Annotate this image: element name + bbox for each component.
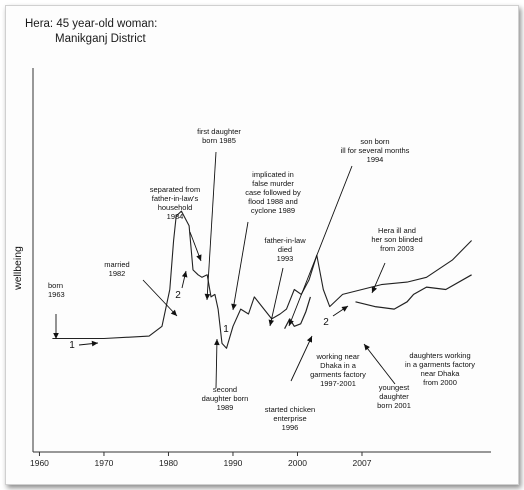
annotation-text: 1997-2001 bbox=[320, 379, 356, 388]
annotation-text: 1963 bbox=[48, 290, 65, 299]
secondary-line bbox=[284, 296, 311, 329]
secondary-line bbox=[355, 274, 472, 310]
annotation-arrowhead bbox=[214, 339, 220, 346]
annotation-arrowhead bbox=[231, 303, 237, 310]
annotation-arrowhead bbox=[371, 286, 377, 293]
annotation-text: first daughter bbox=[197, 127, 241, 136]
annotation-arrow bbox=[232, 221, 249, 311]
x-tick-label: 1970 bbox=[94, 458, 113, 468]
annotation-text: second bbox=[213, 385, 237, 394]
annotation-arrowhead bbox=[204, 293, 211, 300]
annotation-text: daughter born bbox=[202, 394, 249, 403]
annotation-arrow bbox=[269, 267, 284, 327]
life-history-chart: Hera: 45 year-old woman: Manikganj Distr… bbox=[12, 18, 491, 468]
x-tick-label: 1990 bbox=[224, 458, 243, 468]
annotation-text: started chicken bbox=[265, 405, 315, 414]
annotation-text: enterprise bbox=[273, 414, 306, 423]
x-tick-label: 1980 bbox=[159, 458, 178, 468]
annotation-text: household bbox=[158, 203, 193, 212]
step-label: 1 bbox=[223, 324, 229, 335]
annotation-text: from 2000 bbox=[423, 378, 457, 387]
annotation-text: born 1985 bbox=[202, 136, 236, 145]
annotation-arrow bbox=[215, 338, 218, 389]
annotation-text: son born bbox=[360, 137, 389, 146]
annotation-text: died bbox=[278, 245, 292, 254]
annotation-arrow bbox=[142, 279, 178, 317]
annotation: separated fromfather-in-law'shousehold19… bbox=[150, 185, 200, 221]
step-label: 1 bbox=[69, 340, 75, 351]
annotation-text: false murder bbox=[252, 179, 294, 188]
step-label: 2 bbox=[175, 290, 181, 301]
annotation-arrowhead bbox=[288, 319, 294, 326]
annotation-text: her son blinded bbox=[371, 235, 422, 244]
annotation-arrow bbox=[290, 335, 313, 382]
annotation-text: flood 1988 and bbox=[248, 197, 298, 206]
annotation-arrowhead bbox=[306, 336, 312, 343]
annotation-text: born bbox=[48, 281, 63, 290]
annotation-text: 1996 bbox=[282, 423, 299, 432]
annotation-arrowhead bbox=[170, 309, 177, 316]
annotation-arrow bbox=[288, 165, 353, 327]
annotation-arrowhead bbox=[181, 271, 188, 278]
annotation-arrowhead bbox=[91, 340, 98, 347]
annotation-arrowhead bbox=[364, 344, 370, 351]
annotation-text: from 2003 bbox=[380, 244, 414, 253]
annotation-arrow bbox=[363, 343, 396, 385]
chart-frame: Hera: 45 year-old woman: Manikganj Distr… bbox=[5, 5, 519, 485]
annotation-text: daughter bbox=[379, 392, 409, 401]
annotation-text: cyclone 1989 bbox=[251, 206, 295, 215]
annotation-arrowhead bbox=[268, 319, 274, 326]
annotation-text: married bbox=[104, 260, 129, 269]
annotation-text: ill for several months bbox=[341, 146, 410, 155]
annotation-arrowhead bbox=[53, 333, 59, 339]
step-label: 2 bbox=[323, 317, 329, 328]
annotation-text: near Dhaka bbox=[421, 369, 461, 378]
annotation-text: daughters working bbox=[409, 351, 470, 360]
chart-title-line-1: Hera: 45 year-old woman: bbox=[25, 18, 157, 30]
annotation-text: youngest bbox=[379, 383, 410, 392]
annotation-text: in a garments factory bbox=[405, 360, 475, 369]
annotation-text: separated from bbox=[150, 185, 200, 194]
annotation-text: 1989 bbox=[217, 403, 234, 412]
annotation-arrow bbox=[206, 151, 217, 301]
annotation-text: 1982 bbox=[109, 269, 126, 278]
annotation-text: born 2001 bbox=[377, 401, 411, 410]
annotation-text: 1984 bbox=[167, 212, 184, 221]
x-tick-label: 2007 bbox=[353, 458, 372, 468]
annotation-arrowhead bbox=[196, 254, 202, 261]
annotation-text: implicated in bbox=[252, 170, 294, 179]
y-axis-label: wellbeing bbox=[12, 246, 24, 291]
annotation-text: father-in-law's bbox=[152, 194, 199, 203]
annotation-text: case followed by bbox=[245, 188, 301, 197]
x-tick-label: 2000 bbox=[288, 458, 307, 468]
annotation-arrowhead bbox=[341, 306, 348, 312]
annotation-text: working near bbox=[316, 352, 360, 361]
annotation-text: Hera ill and bbox=[378, 226, 416, 235]
wellbeing-line bbox=[52, 210, 472, 349]
annotation-text: 1994 bbox=[367, 155, 384, 164]
chart-title-line-2: Manikganj District bbox=[55, 33, 147, 45]
annotation-text: 1993 bbox=[277, 254, 294, 263]
annotation-text: Dhaka in a bbox=[320, 361, 357, 370]
annotation-text: garments factory bbox=[310, 370, 366, 379]
annotation-text: father-in-law bbox=[264, 236, 306, 245]
x-tick-label: 1960 bbox=[30, 458, 49, 468]
